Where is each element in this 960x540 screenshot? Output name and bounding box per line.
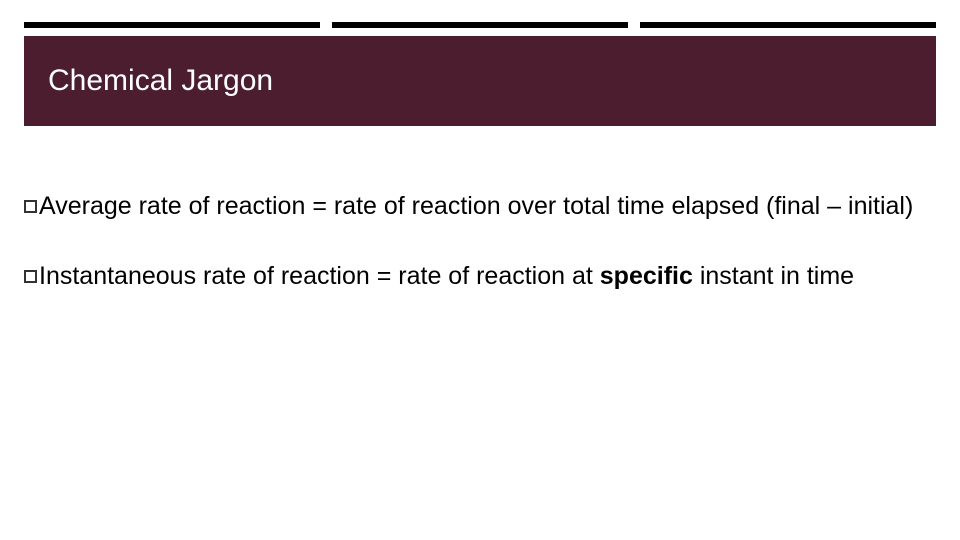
- bullet-text: Average rate of reaction = rate of react…: [39, 190, 936, 224]
- bullet-text: Instantaneous rate of reaction = rate of…: [39, 260, 936, 294]
- top-rule-segment: [640, 22, 936, 28]
- bullet-item: Instantaneous rate of reaction = rate of…: [24, 260, 936, 294]
- title-bar: Chemical Jargon: [24, 36, 936, 126]
- slide-title: Chemical Jargon: [48, 64, 273, 98]
- bullet-text-prefix: Average rate of reaction = rate of react…: [39, 192, 913, 220]
- bullet-item: Average rate of reaction = rate of react…: [24, 190, 936, 224]
- top-rule-segment: [24, 22, 320, 28]
- body: Average rate of reaction = rate of react…: [24, 190, 936, 330]
- bullet-marker-icon: [24, 270, 37, 283]
- slide: Chemical Jargon Average rate of reaction…: [0, 0, 960, 540]
- bullet-text-bold: specific: [600, 262, 693, 290]
- top-rule-segment: [332, 22, 628, 28]
- bullet-text-prefix: Instantaneous rate of reaction = rate of…: [39, 262, 600, 290]
- top-rule: [24, 22, 936, 28]
- bullet-marker-icon: [24, 200, 37, 213]
- bullet-text-suffix: instant in time: [693, 262, 854, 290]
